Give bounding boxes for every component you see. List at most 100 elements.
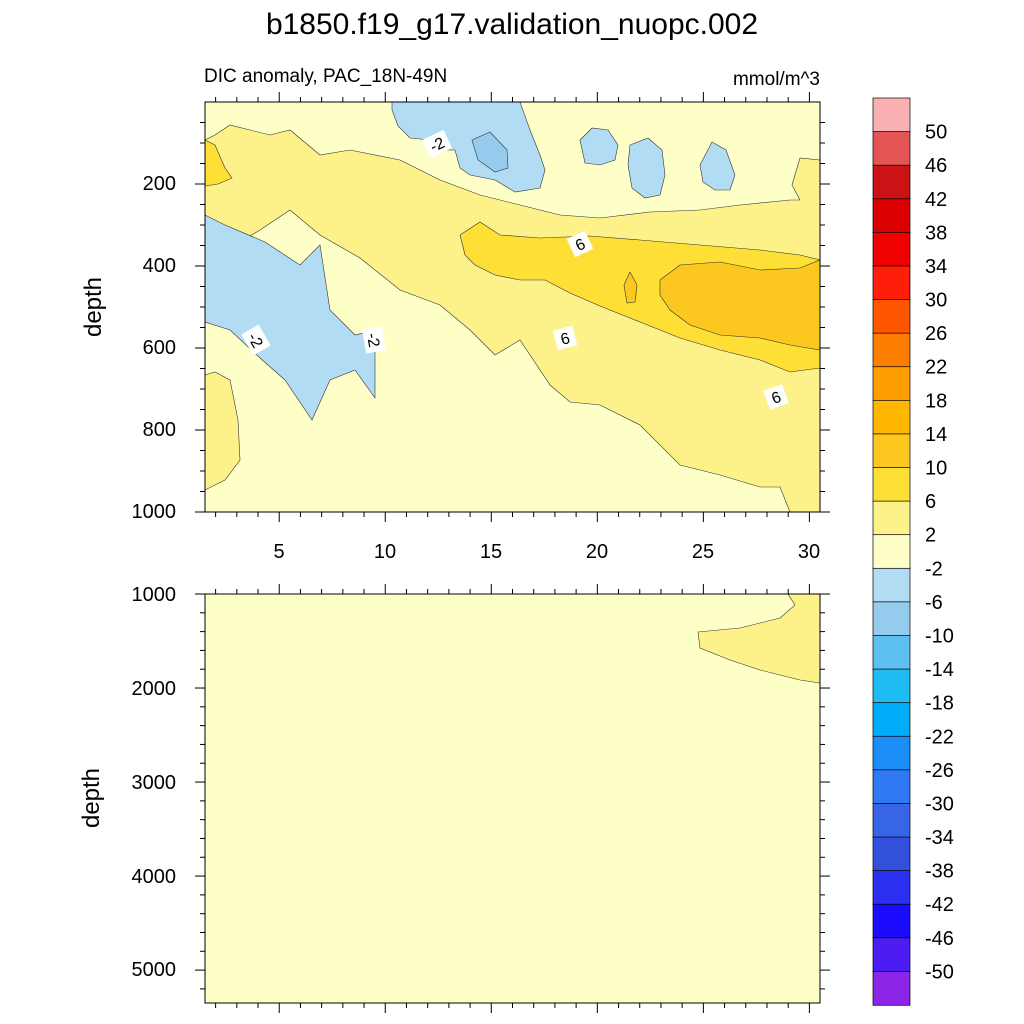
colorbar-box <box>872 399 911 435</box>
colorbar-box <box>872 534 911 569</box>
upper-region-10-14-small <box>623 271 638 304</box>
contour-label-neg2-top: -2 <box>421 129 453 159</box>
colorbar-box <box>872 601 911 637</box>
lower-y-tick-label: 5000 <box>132 959 177 981</box>
units-label: mmol/m^3 <box>733 69 820 90</box>
colorbar-box <box>872 635 911 670</box>
colorbar-box <box>872 232 911 267</box>
colorbar-level-label: -22 <box>925 726 954 748</box>
colorbar-level-label: 14 <box>925 424 947 446</box>
lower-panel: 1000 2000 3000 4000 5000 depth <box>78 584 821 1004</box>
colorbar-level-label: -50 <box>925 961 954 983</box>
lower-y-tick-label: 4000 <box>132 866 177 888</box>
upper-region-negative-right3 <box>579 127 619 166</box>
colorbar-box <box>872 668 911 704</box>
colorbar-box <box>872 332 911 368</box>
colorbar-level-label: -6 <box>925 592 943 614</box>
upper-region-negative-right2 <box>699 141 736 191</box>
colorbar-box <box>872 97 911 133</box>
colorbar-box <box>872 164 911 200</box>
colorbar-level-label: -30 <box>925 793 954 815</box>
colorbar-box <box>872 903 911 939</box>
upper-region-10-14 <box>659 259 821 351</box>
colorbar-level-label: 46 <box>925 155 947 177</box>
colorbar-level-label: 50 <box>925 122 947 144</box>
contour-label-text: -2 <box>363 332 382 349</box>
colorbar-box <box>872 433 911 469</box>
upper-x-tick-label: 30 <box>798 541 820 563</box>
colorbar-box <box>872 803 911 838</box>
contour-label-neg2-right: -2 <box>362 326 386 354</box>
colorbar-level-label: 10 <box>925 458 947 480</box>
colorbar-level-label: -38 <box>925 861 954 883</box>
colorbar-box <box>872 467 911 502</box>
colorbar-box <box>872 366 911 401</box>
colorbar-box <box>872 971 911 1006</box>
upper-y-tick-label: 600 <box>143 337 176 359</box>
upper-region-negative-top <box>391 101 546 193</box>
upper-region-near-zero-mid <box>204 209 791 513</box>
colorbar-level-label: 22 <box>925 357 947 379</box>
colorbar-level-label: -42 <box>925 894 954 916</box>
upper-y-tick-label: 400 <box>143 255 176 277</box>
colorbar-level-label: -2 <box>925 558 943 580</box>
colorbar-box <box>872 769 911 805</box>
colorbar-box <box>872 500 911 536</box>
upper-y-tick-label: 1000 <box>132 501 177 523</box>
upper-y-axis-label: depth <box>80 277 107 337</box>
colorbar-level-label: 34 <box>925 256 947 278</box>
colorbar-level-label: 18 <box>925 390 947 412</box>
upper-y-axis: 200 400 600 800 1000 <box>132 173 177 523</box>
upper-x-tick-label: 20 <box>586 541 608 563</box>
upper-region-negative-right1 <box>627 137 666 199</box>
colorbar-level-label: 26 <box>925 323 947 345</box>
colorbar-level-label: -18 <box>925 693 954 715</box>
contour-label-6-mid: 6 <box>552 325 578 351</box>
contour-label-text: -2 <box>428 135 448 156</box>
colorbar-level-label: 6 <box>925 491 936 513</box>
colorbar-level-label: -46 <box>925 928 954 950</box>
upper-region-negative-10 <box>471 131 509 173</box>
lower-plot-area <box>205 594 820 1003</box>
colorbar-level-label: -34 <box>925 827 954 849</box>
colorbar-level-label: 42 <box>925 189 947 211</box>
colorbar-level-label: -26 <box>925 760 954 782</box>
upper-x-tick-label: 5 <box>273 541 284 563</box>
upper-y-tick-label: 200 <box>143 173 176 195</box>
lower-y-axis: 1000 2000 3000 4000 5000 <box>132 584 177 981</box>
contour-label-neg2-left: -2 <box>241 324 271 356</box>
colorbar-box <box>872 937 911 973</box>
upper-panel: -2 6 -2 -2 6 6 200 400 600 800 10 <box>80 101 821 563</box>
colorbar-box <box>872 198 911 234</box>
colorbar-box <box>872 870 911 905</box>
colorbar-box <box>872 299 911 334</box>
colorbar-box <box>872 702 911 737</box>
upper-x-axis: 5 10 15 20 25 30 <box>273 541 820 563</box>
lower-y-tick-label: 2000 <box>132 678 177 700</box>
upper-x-tick-label: 25 <box>692 541 714 563</box>
colorbar: 50 46 42 38 34 30 26 22 18 14 10 6 2 -2 -6 -10 -14 -18 -22… <box>872 97 954 1006</box>
chart-title: b1850.f19_g17.validation_nuopc.002 <box>266 8 758 41</box>
upper-x-tick-label: 15 <box>480 541 502 563</box>
colorbar-level-label: 2 <box>925 525 936 547</box>
colorbar-box <box>872 567 911 603</box>
upper-x-tick-label: 10 <box>374 541 396 563</box>
colorbar-level-label: -14 <box>925 659 954 681</box>
lower-y-tick-label: 1000 <box>132 584 177 606</box>
colorbar-box <box>872 735 911 771</box>
contour-label-6-top: 6 <box>566 230 594 258</box>
colorbar-level-label: 30 <box>925 290 947 312</box>
colorbar-level-label: -10 <box>925 625 954 647</box>
tick-marks <box>195 92 830 1013</box>
contour-label-6-right: 6 <box>763 384 789 410</box>
colorbar-box <box>872 836 911 872</box>
variable-region-label: DIC anomaly, PAC_18N-49N <box>204 66 447 87</box>
colorbar-box <box>872 131 911 166</box>
upper-y-tick-label: 800 <box>143 419 176 441</box>
lower-y-tick-label: 3000 <box>132 772 177 794</box>
contour-label-text: 6 <box>559 330 572 349</box>
colorbar-box <box>872 265 911 301</box>
lower-y-axis-label: depth <box>78 768 105 828</box>
colorbar-level-label: 38 <box>925 222 947 244</box>
